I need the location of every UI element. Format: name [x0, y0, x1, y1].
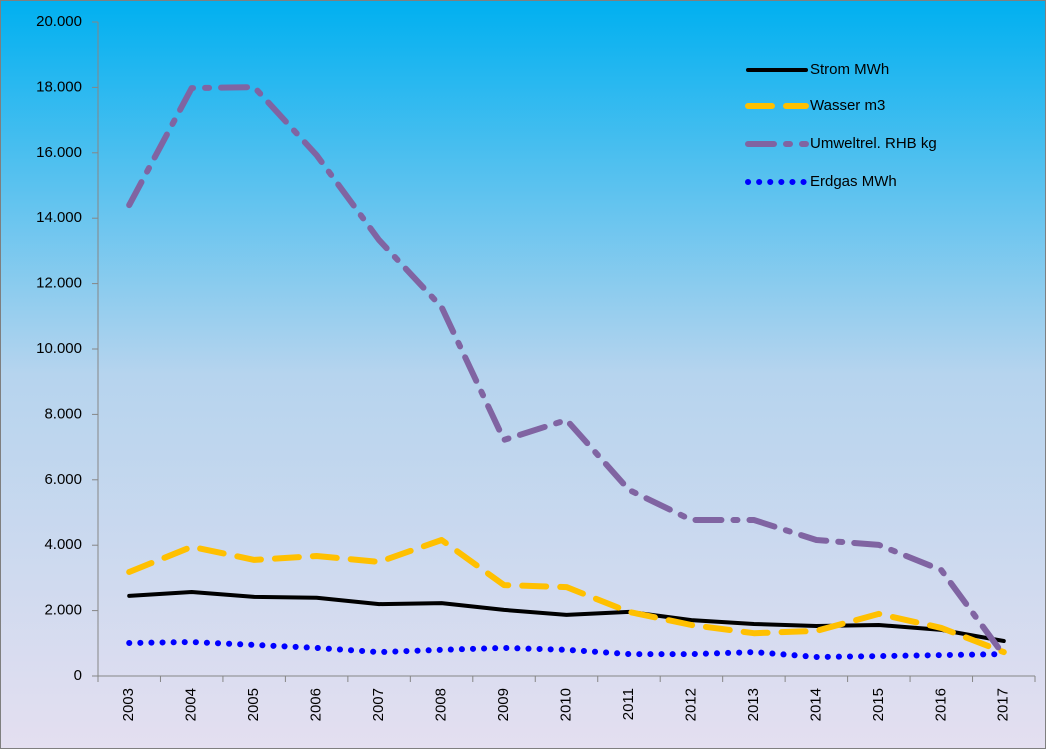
x-tick-label: 2009: [495, 688, 512, 721]
legend-label: Wasser m3: [810, 97, 885, 114]
y-tick-label: 6.000: [44, 471, 82, 488]
legend-label: Umweltrel. RHB kg: [810, 135, 937, 152]
legend-label: Strom MWh: [810, 61, 889, 78]
x-tick-label: 2008: [433, 688, 450, 721]
series-line: [126, 84, 1007, 659]
y-tick-label: 4.000: [44, 536, 82, 553]
y-tick-label: 10.000: [36, 340, 82, 357]
y-tick-label: 8.000: [44, 405, 82, 422]
x-tick-label: 2013: [745, 688, 762, 721]
y-tick-label: 18.000: [36, 78, 82, 95]
series-line: [126, 537, 1007, 656]
x-tick-label: 2012: [682, 688, 699, 721]
y-tick-label: 2.000: [44, 602, 82, 619]
x-tick-label: 2010: [557, 688, 574, 721]
x-tick-label: 2011: [620, 688, 637, 720]
y-tick-label: 14.000: [36, 209, 82, 226]
y-tick-label: 16.000: [36, 144, 82, 161]
y-tick-label: 0: [74, 667, 82, 684]
x-tick-label: 2005: [245, 688, 262, 721]
series-line: [127, 590, 1006, 643]
x-tick-label: 2003: [120, 688, 137, 721]
x-tick-label: 2015: [870, 688, 887, 721]
x-tick-label: 2014: [807, 688, 824, 721]
x-tick-label: 2006: [308, 688, 325, 721]
y-tick-label: 12.000: [36, 275, 82, 292]
x-tick-label: 2004: [183, 688, 200, 721]
legend-label: Erdgas MWh: [810, 173, 897, 190]
x-tick-label: 2016: [932, 688, 949, 721]
series-line: [126, 639, 1007, 660]
x-tick-label: 2017: [995, 688, 1012, 721]
y-tick-label: 20.000: [36, 13, 82, 30]
x-tick-label: 2007: [370, 688, 387, 721]
